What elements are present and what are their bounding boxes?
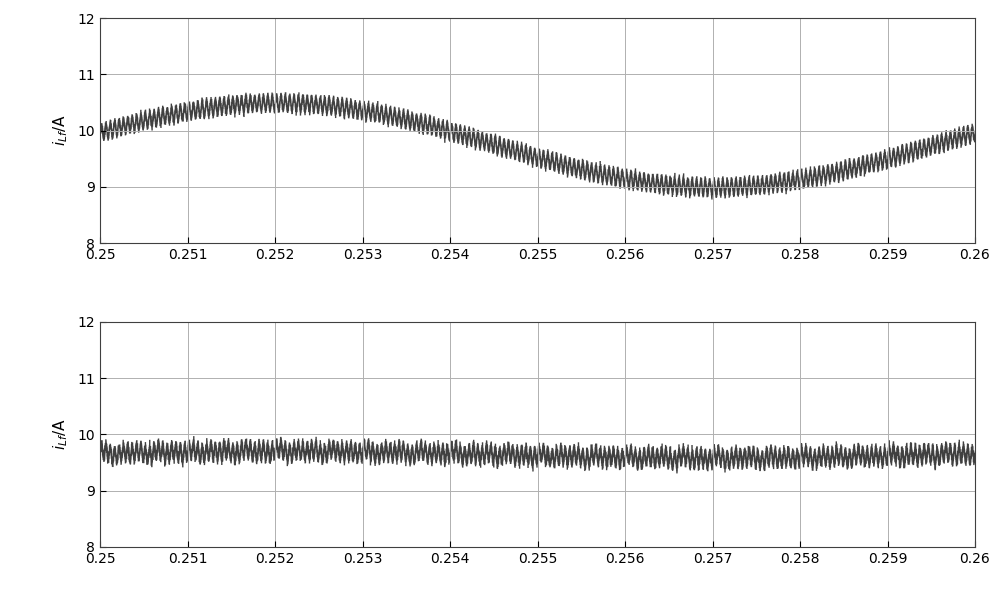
Y-axis label: $i_{Lf}$/A: $i_{Lf}$/A: [52, 418, 70, 450]
Y-axis label: $i_{Lf}$/A: $i_{Lf}$/A: [52, 115, 70, 147]
